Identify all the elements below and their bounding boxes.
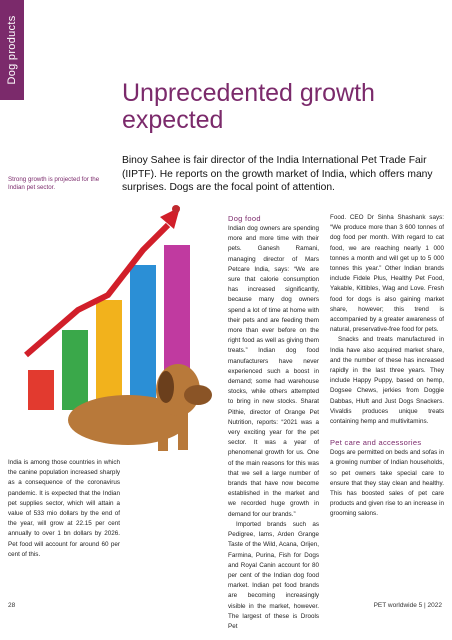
sidebar-note: Strong growth is projected for the India… — [8, 176, 100, 191]
paragraph: India is among those countries in which … — [8, 459, 120, 558]
illustration — [24, 205, 212, 451]
magazine-footer: PET worldwide 5 | 2022 — [373, 602, 442, 609]
paragraph: Indian dog owners are spending more and … — [228, 225, 319, 518]
subheading: Pet care and accessories — [330, 438, 422, 448]
column-1: India is among those countries in which … — [8, 458, 120, 560]
paragraph: Snacks and treats manufactured in India … — [330, 336, 444, 426]
paragraph: Dogs are permitted on beds and sofas in … — [330, 449, 444, 518]
paragraph: Food. CEO Dr Sinha Shashank says: “We pr… — [330, 214, 444, 334]
section-tab-label: Dog products — [6, 15, 18, 85]
section-tab: Dog products — [0, 0, 24, 100]
column-3: Food. CEO Dr Sinha Shashank says: “We pr… — [330, 213, 444, 520]
paragraph: Imported brands such as Pedigree, Iams, … — [228, 520, 319, 630]
page-number: 28 — [8, 602, 16, 609]
subheading: Dog food — [228, 214, 261, 223]
intro: Binoy Sahee is fair director of the Indi… — [122, 155, 433, 193]
title: Unprecedented growth expected — [122, 79, 375, 134]
column-2: Dog food Indian dog owners are spending … — [228, 213, 319, 632]
